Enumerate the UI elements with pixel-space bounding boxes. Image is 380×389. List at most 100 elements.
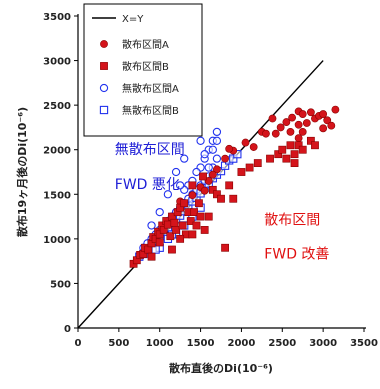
data-point	[180, 154, 189, 163]
data-point	[298, 145, 307, 154]
data-point	[196, 212, 205, 221]
data-point	[204, 212, 213, 221]
data-point	[286, 141, 295, 150]
data-point	[195, 199, 203, 208]
x-tick-label: 1500	[187, 338, 215, 349]
chart-annotation: FWD 悪化	[115, 177, 180, 193]
data-point	[178, 221, 187, 230]
data-point	[225, 144, 234, 153]
data-point	[282, 154, 291, 163]
data-point	[298, 110, 307, 118]
data-point	[212, 136, 222, 145]
data-point	[241, 138, 250, 147]
y-tick-label: 3000	[43, 57, 71, 68]
data-point	[221, 243, 229, 252]
data-point	[288, 113, 296, 122]
data-point	[171, 167, 181, 177]
data-point	[186, 217, 195, 225]
data-point	[200, 186, 209, 195]
data-point	[319, 110, 328, 118]
y-tick-label: 2000	[43, 146, 71, 157]
data-point	[155, 230, 164, 239]
legend-label: 無散布区間A	[122, 82, 179, 95]
x-tick-label: 2000	[228, 338, 256, 349]
legend-label: X=Y	[122, 14, 144, 25]
data-point	[282, 118, 291, 126]
data-point	[290, 159, 299, 167]
data-point	[208, 145, 217, 154]
x-tick-label: 2500	[268, 338, 296, 349]
data-point	[294, 120, 303, 129]
data-point	[271, 129, 280, 138]
data-point	[323, 116, 332, 125]
data-point	[192, 167, 201, 177]
series-1	[176, 105, 340, 206]
data-point	[199, 172, 207, 181]
data-point	[306, 136, 315, 145]
y-tick-label: 3500	[43, 12, 71, 23]
legend-swatch	[100, 40, 108, 48]
data-point	[188, 181, 197, 190]
data-point	[274, 150, 283, 159]
data-point	[163, 220, 172, 229]
data-point	[147, 221, 156, 230]
data-point	[159, 226, 168, 234]
data-point	[249, 143, 258, 151]
x-tick-label: 3500	[350, 338, 378, 349]
data-point	[155, 207, 164, 217]
data-point	[229, 194, 238, 203]
chart-annotation: FWD 改善	[264, 246, 329, 262]
data-point	[213, 190, 221, 199]
legend-swatch	[100, 62, 108, 70]
data-point	[225, 181, 234, 190]
data-point	[168, 245, 176, 254]
data-point	[188, 230, 197, 239]
data-point	[166, 232, 175, 241]
data-point	[266, 154, 274, 163]
x-tick-label: 0	[75, 338, 82, 349]
data-point	[221, 154, 229, 163]
data-point	[306, 108, 315, 117]
x-axis-label: 散布直後のDi(10⁻⁶)	[169, 361, 273, 375]
data-point	[217, 194, 225, 203]
data-point	[253, 159, 262, 167]
data-point	[294, 134, 303, 143]
data-point	[245, 163, 254, 172]
x-tick-label: 3000	[309, 338, 337, 349]
data-point	[188, 191, 197, 200]
data-point	[155, 238, 164, 247]
series-2	[129, 136, 319, 268]
data-point	[204, 163, 213, 172]
data-point	[200, 226, 209, 234]
data-point	[302, 119, 311, 127]
data-point	[298, 127, 307, 136]
data-point	[190, 208, 198, 217]
data-point	[163, 190, 173, 199]
data-point	[331, 105, 340, 114]
data-point	[262, 129, 270, 138]
data-point	[196, 136, 205, 145]
data-point	[172, 226, 180, 234]
data-point	[268, 114, 277, 123]
data-point	[208, 170, 217, 179]
chart-annotation: 散布区間	[264, 213, 320, 229]
legend-label: 散布区間A	[122, 38, 169, 51]
data-point	[212, 154, 222, 163]
y-tick-label: 2500	[43, 101, 71, 112]
data-point	[237, 168, 246, 176]
legend: X=Y 散布区間A 散布区間B 無散布区間A 無散布区間B	[83, 3, 203, 137]
y-tick-label: 1500	[43, 190, 71, 201]
points-layer	[129, 105, 340, 268]
legend-label: 散布区間B	[122, 60, 169, 73]
data-point	[208, 185, 217, 194]
axes-layer: 0 500 1000 1500 2000 2500 3000 3500 0 500 1000 1500…	[15, 12, 378, 375]
legend-swatch	[99, 83, 109, 93]
data-point	[286, 127, 295, 136]
data-point	[192, 221, 201, 230]
x-tick-label: 500	[108, 338, 129, 349]
legend-label: 無散布区間B	[122, 104, 179, 117]
chart-annotation: 無散布区間	[115, 142, 185, 158]
